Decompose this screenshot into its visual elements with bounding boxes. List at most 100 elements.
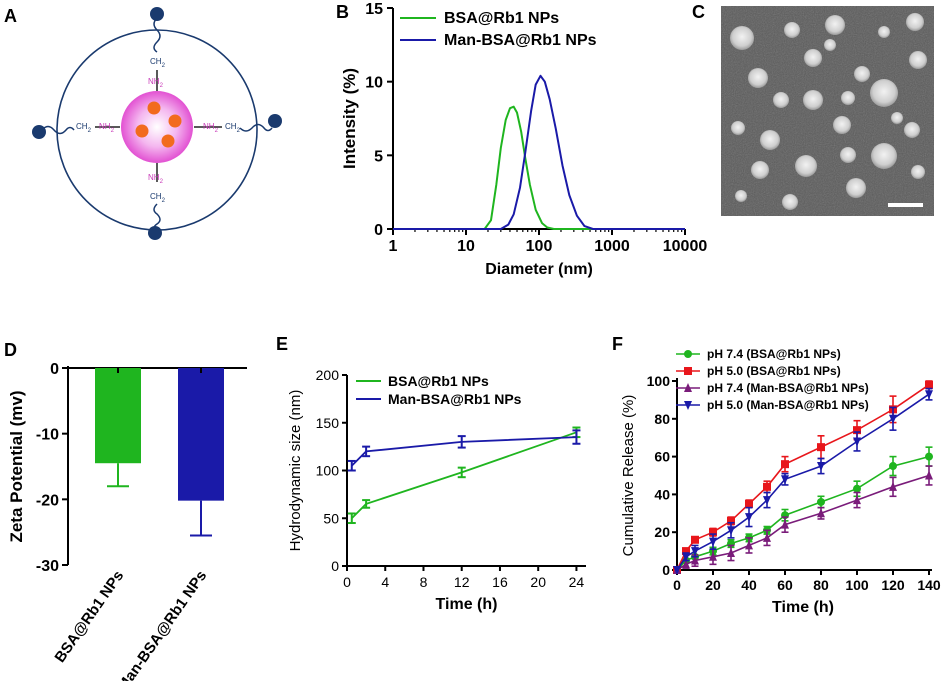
x-tick-label: 60 — [777, 577, 793, 593]
bar — [95, 368, 141, 464]
y-axis-title: Intensity (%) — [340, 68, 359, 169]
tem-particle — [731, 121, 745, 135]
data-point — [673, 566, 681, 575]
label-ch2: CH2 — [150, 57, 166, 69]
x-axis-title: Time (h) — [772, 599, 834, 616]
tem-particle — [751, 161, 769, 179]
y-tick-label: 10 — [365, 75, 383, 92]
data-point — [781, 519, 789, 529]
tem-particle — [782, 194, 798, 210]
drug-particle — [147, 101, 161, 115]
series-line — [393, 74, 685, 230]
data-point — [889, 414, 897, 424]
data-point — [781, 460, 789, 469]
data-point — [727, 516, 735, 525]
tem-particle — [824, 39, 836, 51]
nanoparticle-schematic: CH2 NH2 NH2 CH2 CH2 NH2 NH2 CH2 — [32, 7, 282, 240]
x-tick-label: 120 — [881, 577, 905, 593]
data-point — [745, 499, 753, 508]
data-point — [889, 481, 897, 491]
data-point — [684, 350, 692, 358]
x-tick-label: 8 — [420, 574, 428, 590]
chart-e: 0 50 100 150 200 0 4 8 12 16 20 24 Time (h) Hydrodyna… — [287, 367, 586, 613]
drug-particle — [135, 124, 149, 138]
y-tick-label: 100 — [316, 463, 340, 479]
y-axis-title: Cumulative Release (%) — [620, 395, 637, 557]
data-point — [709, 551, 717, 561]
y-tick-label: 60 — [654, 449, 670, 465]
panel-label-d: D — [4, 340, 17, 360]
y-axis-title: Hydrodynamic size (nm) — [287, 390, 304, 552]
data-point — [691, 547, 699, 557]
x-tick-label: 10 — [457, 238, 475, 255]
data-point — [709, 528, 717, 537]
legend-label: Man-BSA@Rb1 NPs — [388, 391, 522, 407]
y-tick-label: -20 — [36, 492, 59, 509]
y-tick-label: 5 — [374, 148, 383, 165]
x-tick-label: Man-BSA@Rb1 NPs — [114, 568, 210, 681]
ligand-chain — [239, 123, 273, 132]
y-tick-label: 150 — [316, 415, 340, 431]
legend-label: pH 7.4 (Man-BSA@Rb1 NPs) — [707, 381, 869, 395]
data-point — [853, 484, 861, 493]
data-point — [682, 559, 690, 569]
x-tick-label: 0 — [673, 577, 681, 593]
data-point — [853, 495, 861, 505]
drug-particle — [168, 114, 182, 128]
data-point — [817, 497, 825, 506]
y-tick-label: 0 — [662, 562, 670, 578]
tem-particle — [784, 22, 800, 38]
x-tick-label: 4 — [381, 574, 389, 590]
data-point — [763, 482, 771, 491]
data-point — [684, 367, 692, 375]
x-tick-label: 10000 — [663, 238, 708, 255]
legend-label: pH 5.0 (Man-BSA@Rb1 NPs) — [707, 398, 869, 412]
label-ch2: CH2 — [225, 122, 241, 134]
tem-particle — [871, 143, 897, 169]
panel-label-a: A — [4, 6, 17, 26]
drug-particle — [161, 134, 175, 148]
bar — [178, 368, 224, 501]
x-tick-label: 20 — [705, 577, 721, 593]
series-line — [351, 431, 577, 519]
series-line — [393, 105, 685, 230]
y-tick-label: 40 — [654, 486, 670, 502]
mannose-head — [32, 125, 46, 139]
legend-label: pH 7.4 (BSA@Rb1 NPs) — [707, 347, 841, 361]
x-tick-label: 16 — [492, 574, 508, 590]
ligand-chain — [153, 17, 161, 53]
x-tick-label: 140 — [917, 577, 941, 593]
data-point — [889, 462, 897, 471]
y-tick-label: 50 — [323, 510, 339, 526]
x-tick-label: 1 — [389, 238, 398, 255]
x-tick-label: 20 — [530, 574, 546, 590]
tem-particle — [891, 112, 903, 124]
legend-label: Man-BSA@Rb1 NPs — [444, 32, 597, 49]
chart-f: 0 20 40 60 80 100 0 20 40 60 80 100 120 140 Time (h) Cu… — [620, 347, 941, 616]
label-nh2: NH2 — [148, 77, 164, 89]
y-axis-title: Zeta Potential (mv) — [7, 390, 26, 542]
data-point — [817, 443, 825, 452]
data-point — [682, 552, 690, 562]
data-point — [745, 513, 753, 523]
chart-b: 0 5 10 15 1 10 100 1000 10000 Diameter (nm) Intens… — [340, 1, 707, 278]
tem-particle — [773, 92, 789, 108]
label-nh2: NH2 — [203, 122, 219, 134]
tem-particle — [840, 147, 856, 163]
label-nh2: NH2 — [148, 173, 164, 185]
x-tick-label: 0 — [343, 574, 351, 590]
data-point — [684, 401, 692, 410]
series-line — [351, 436, 577, 467]
y-tick-label: 0 — [50, 361, 59, 378]
data-point — [817, 462, 825, 472]
tem-particle — [878, 26, 890, 38]
tem-particle — [906, 13, 924, 31]
x-tick-label: BSA@Rb1 NPs — [51, 568, 127, 666]
data-point — [727, 526, 735, 536]
tem-particle — [760, 130, 780, 150]
label-nh2: NH2 — [99, 122, 115, 134]
tem-particle — [795, 155, 817, 177]
tem-particle — [730, 26, 754, 50]
y-tick-label: 200 — [316, 367, 340, 383]
